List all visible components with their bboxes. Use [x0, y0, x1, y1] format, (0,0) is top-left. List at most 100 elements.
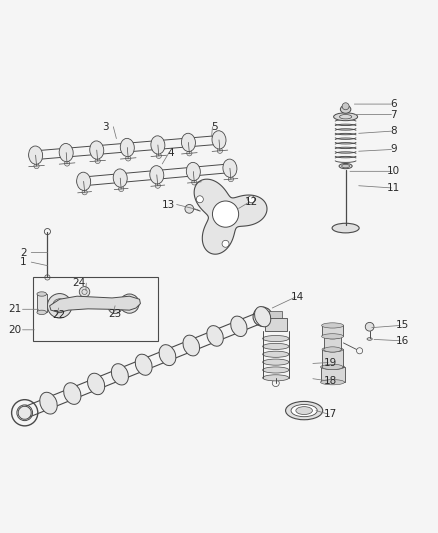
Polygon shape [194, 179, 267, 254]
Ellipse shape [77, 172, 91, 190]
Circle shape [21, 410, 28, 416]
Ellipse shape [135, 354, 152, 375]
Bar [33, 277, 158, 341]
Ellipse shape [263, 351, 289, 357]
Ellipse shape [59, 143, 73, 162]
Text: 18: 18 [324, 376, 337, 386]
Ellipse shape [332, 223, 359, 233]
Ellipse shape [88, 373, 105, 394]
Ellipse shape [120, 139, 134, 157]
Circle shape [156, 153, 161, 158]
Ellipse shape [324, 334, 341, 339]
Ellipse shape [207, 326, 223, 346]
Circle shape [155, 183, 160, 188]
Ellipse shape [77, 176, 90, 186]
Bar [269, 311, 283, 318]
Text: 23: 23 [109, 309, 122, 319]
Circle shape [192, 180, 197, 185]
Ellipse shape [37, 292, 46, 296]
Ellipse shape [223, 159, 237, 177]
Bar [324, 336, 341, 350]
Ellipse shape [324, 347, 341, 352]
Circle shape [34, 164, 39, 168]
Ellipse shape [90, 141, 104, 159]
Bar [265, 318, 287, 330]
Text: 5: 5 [211, 122, 218, 132]
Text: 21: 21 [8, 304, 21, 314]
Ellipse shape [263, 367, 289, 373]
Text: 3: 3 [102, 122, 109, 132]
Circle shape [119, 187, 124, 191]
Circle shape [185, 205, 194, 213]
Ellipse shape [291, 405, 317, 417]
Ellipse shape [64, 383, 81, 405]
Text: 22: 22 [52, 310, 65, 320]
Ellipse shape [151, 136, 165, 154]
Text: 2: 2 [20, 247, 27, 257]
Ellipse shape [322, 364, 343, 369]
Circle shape [212, 201, 239, 227]
Polygon shape [49, 296, 141, 312]
Ellipse shape [321, 364, 345, 369]
Circle shape [120, 294, 139, 313]
Ellipse shape [231, 316, 247, 336]
Text: 1: 1 [20, 257, 27, 267]
Ellipse shape [367, 338, 372, 340]
Text: 14: 14 [291, 292, 304, 302]
Circle shape [365, 322, 374, 331]
Ellipse shape [183, 335, 200, 356]
Text: 13: 13 [162, 199, 175, 209]
Text: 6: 6 [390, 99, 397, 109]
Circle shape [64, 161, 70, 166]
Text: 7: 7 [390, 110, 397, 119]
Ellipse shape [321, 379, 345, 385]
Text: 4: 4 [168, 148, 174, 158]
Ellipse shape [150, 166, 164, 184]
Circle shape [187, 151, 192, 156]
Circle shape [82, 190, 87, 195]
Ellipse shape [263, 359, 289, 365]
Bar [37, 294, 46, 312]
Text: 12: 12 [245, 197, 258, 207]
Ellipse shape [111, 364, 128, 385]
Ellipse shape [340, 106, 351, 113]
Circle shape [217, 148, 223, 154]
Ellipse shape [263, 335, 289, 342]
Text: 16: 16 [396, 336, 409, 346]
Circle shape [248, 196, 255, 203]
Text: 10: 10 [387, 166, 400, 176]
Ellipse shape [322, 347, 343, 352]
Text: 9: 9 [390, 144, 397, 155]
Bar [321, 367, 345, 382]
Ellipse shape [321, 334, 343, 339]
Circle shape [342, 103, 349, 110]
Text: 24: 24 [72, 278, 85, 288]
Ellipse shape [18, 406, 31, 419]
Circle shape [126, 156, 131, 161]
Bar [321, 326, 343, 336]
Text: 11: 11 [387, 183, 400, 193]
Ellipse shape [339, 164, 352, 169]
Circle shape [228, 176, 233, 182]
Ellipse shape [186, 163, 200, 181]
Ellipse shape [321, 323, 343, 328]
Circle shape [95, 158, 100, 164]
Text: 8: 8 [390, 126, 397, 136]
Circle shape [222, 240, 229, 247]
Ellipse shape [212, 131, 226, 149]
Text: 15: 15 [396, 320, 409, 330]
Ellipse shape [263, 375, 289, 381]
Text: 17: 17 [324, 409, 337, 419]
Ellipse shape [37, 310, 46, 314]
Ellipse shape [342, 164, 350, 168]
Ellipse shape [181, 133, 195, 151]
Ellipse shape [28, 146, 42, 164]
Ellipse shape [159, 345, 176, 366]
Ellipse shape [296, 407, 312, 415]
Circle shape [47, 294, 72, 318]
Ellipse shape [263, 343, 289, 350]
Circle shape [108, 300, 122, 313]
Ellipse shape [334, 113, 357, 120]
Ellipse shape [40, 392, 57, 414]
Text: 19: 19 [324, 358, 337, 368]
